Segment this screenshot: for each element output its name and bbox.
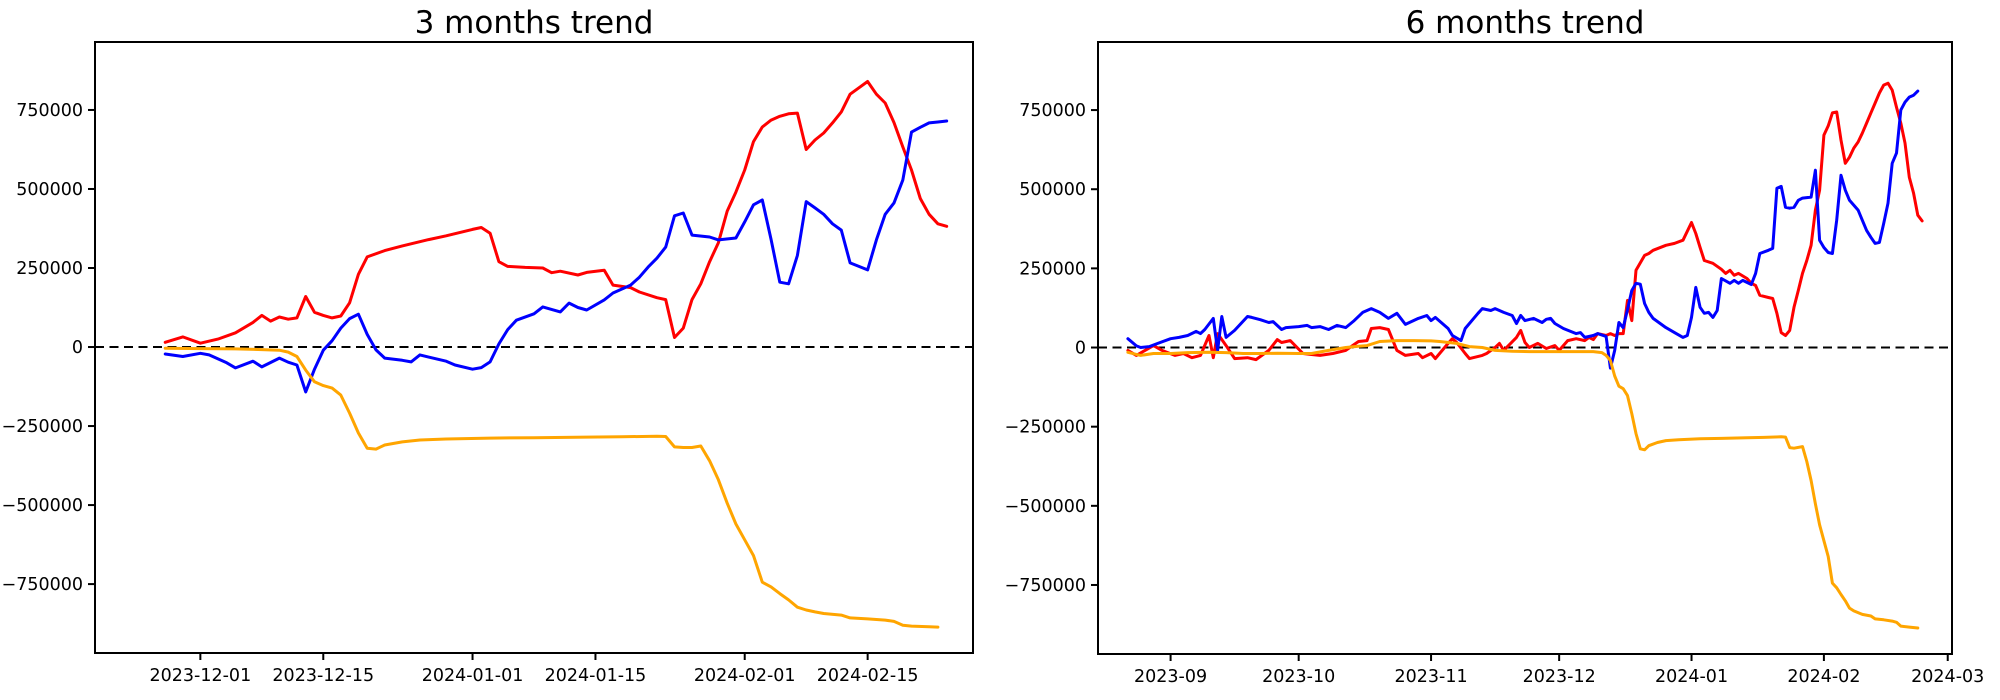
y-tick-label: 250000 <box>1019 259 1086 279</box>
series-line-orange <box>163 346 940 629</box>
chart-title-6-months: 6 months trend <box>1406 5 1645 41</box>
x-tick-label: 2023-11 <box>1394 667 1467 687</box>
x-tick-label: 2024-03 <box>1911 667 1984 687</box>
x-tick-label: 2024-02 <box>1787 667 1860 687</box>
series-line-orange <box>1126 339 1920 630</box>
y-tick-label: −750000 <box>2 575 83 595</box>
series-line-blue <box>163 119 949 394</box>
y-tick-label: 750000 <box>1019 101 1086 121</box>
x-tick-label: 2024-02-15 <box>817 666 919 686</box>
x-tick-label: 2023-09 <box>1134 667 1207 687</box>
chart-title-3-months: 3 months trend <box>415 5 654 41</box>
y-tick-label: 500000 <box>1019 180 1086 200</box>
x-tick-label: 2023-10 <box>1262 667 1335 687</box>
y-tick-label: 250000 <box>16 259 83 279</box>
x-tick-label: 2023-12-15 <box>272 666 374 686</box>
x-tick-label: 2023-12-01 <box>150 666 252 686</box>
y-tick-label: 0 <box>72 338 83 358</box>
x-tick-label: 2023-12 <box>1523 667 1596 687</box>
x-tick-label: 2024-02-01 <box>694 666 796 686</box>
y-tick-label: 750000 <box>16 101 83 121</box>
x-tick-label: 2024-01-15 <box>545 666 647 686</box>
y-tick-label: 500000 <box>16 180 83 200</box>
y-tick-label: 0 <box>1075 339 1086 359</box>
y-tick-label: −500000 <box>2 496 83 516</box>
series-line-blue <box>1126 89 1920 370</box>
axes-2: 2023-09 2023-10 2023-11 2023-12 2024-01 2024-… <box>1005 41 1984 687</box>
y-tick-label: −250000 <box>1005 418 1086 438</box>
y-tick-label: −750000 <box>1005 576 1086 596</box>
x-tick-label: 2024-01-01 <box>422 666 524 686</box>
series-line-red <box>163 80 949 345</box>
y-tick-label: −250000 <box>2 417 83 437</box>
axes-1: 2023-12-01 2023-12-15 2024-01-01 2024-01-15… <box>2 41 974 686</box>
x-tick-label: 2024-01 <box>1655 667 1728 687</box>
y-tick-label: −500000 <box>1005 497 1086 517</box>
